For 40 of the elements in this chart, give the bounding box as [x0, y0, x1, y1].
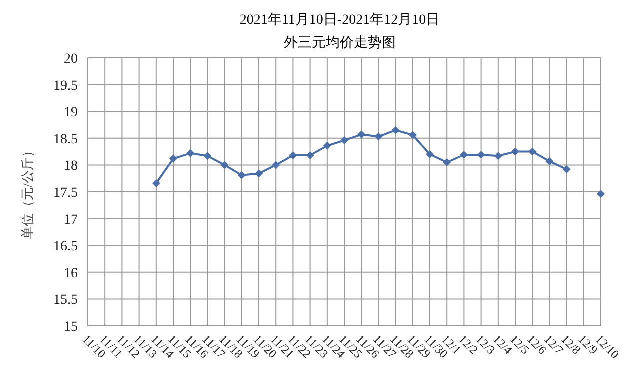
point: [426, 150, 434, 158]
y-axis-title: 单位（元/公斤）: [20, 144, 35, 240]
y-tick-label: 20: [64, 52, 78, 67]
point: [204, 152, 212, 160]
point: [562, 165, 571, 174]
point: [494, 152, 502, 160]
point: [546, 157, 554, 166]
y-tick-label: 18.5: [54, 132, 78, 148]
point: [238, 171, 246, 180]
point: [306, 152, 314, 160]
y-tick-label: 17: [64, 212, 78, 228]
point: [272, 161, 280, 170]
point: [170, 154, 178, 163]
point: [255, 170, 263, 178]
point: [374, 132, 383, 141]
point: [289, 152, 298, 160]
point: [443, 158, 452, 167]
point: [340, 136, 348, 145]
y-tick-label: 19: [64, 106, 78, 121]
point: [408, 131, 417, 140]
point: [477, 151, 486, 160]
chart-subtitle: 外三元均价走势图: [284, 35, 396, 51]
y-tick-label: 19.5: [54, 78, 78, 94]
point: [528, 148, 537, 156]
y-tick-label: 15: [64, 320, 78, 335]
point: [220, 161, 229, 170]
point: [152, 179, 160, 188]
y-tick-label: 15.5: [54, 293, 78, 308]
point: [186, 149, 195, 158]
chart-title: 2021年11月10日-2021年12月10日: [240, 12, 440, 28]
point: [392, 126, 400, 134]
point: [460, 151, 468, 160]
y-tick-label: 16.5: [54, 240, 78, 255]
y-tick-label: 18: [64, 159, 78, 174]
point: [323, 142, 332, 150]
point: [512, 148, 520, 156]
y-tick-label: 16: [64, 266, 78, 282]
y-tick-label: 17.5: [54, 186, 78, 201]
point: [358, 130, 366, 139]
point: [597, 190, 605, 198]
